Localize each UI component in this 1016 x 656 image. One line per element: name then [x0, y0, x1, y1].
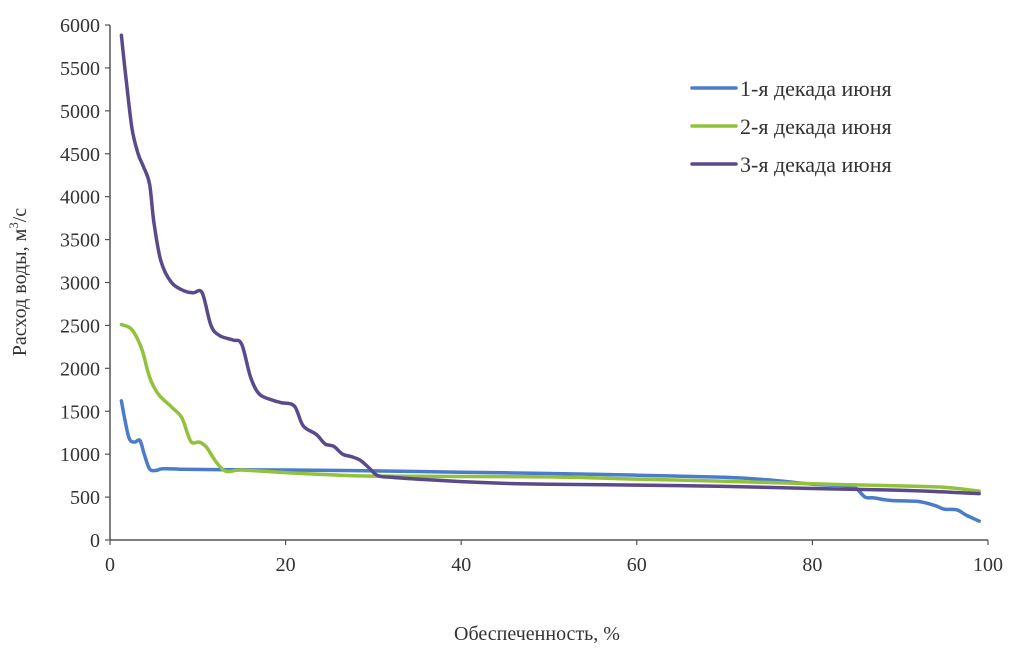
x-tick-label: 40: [451, 554, 471, 576]
x-tick-label: 60: [627, 554, 647, 576]
series-line-3: [119, 33, 981, 496]
y-tick-label: 2000: [60, 358, 100, 380]
y-tick-label: 2500: [60, 315, 100, 337]
y-tick-label: 1500: [60, 401, 100, 423]
y-tick-label: 4500: [60, 144, 100, 166]
y-axis-title-tail: /с: [9, 208, 31, 223]
x-ticks: 0 20 40 60 80 100: [105, 540, 1003, 576]
series-line-2: [119, 322, 981, 493]
legend-label-2: 2-я декада июня: [740, 114, 892, 139]
x-tick-label: 100: [973, 554, 1003, 576]
y-axis-title: Расход воды, м3/с: [6, 208, 31, 357]
x-axis-title: Обеспеченность, %: [454, 623, 620, 645]
y-ticks: 0 500 1000 1500 2000 2500 3000 3500 4000 4500 5000…: [60, 15, 110, 552]
y-tick-label: 4000: [60, 187, 100, 209]
y-tick-label: 0: [90, 530, 100, 552]
y-tick-label: 5500: [60, 58, 100, 80]
series-line-1: [119, 399, 981, 523]
x-tick-label: 80: [802, 554, 822, 576]
y-tick-label: 3000: [60, 273, 100, 295]
legend: 1-я декада июня 2-я декада июня 3-я декада…: [690, 76, 892, 177]
x-tick-label: 0: [105, 554, 115, 576]
series-lines: [119, 33, 981, 523]
y-tick-label: 5000: [60, 101, 100, 123]
y-tick-label: 500: [70, 487, 100, 509]
x-tick-label: 20: [276, 554, 296, 576]
y-axis-title-sup: 3: [6, 222, 21, 229]
legend-label-3: 3-я декада июня: [740, 152, 892, 177]
y-tick-label: 1000: [60, 444, 100, 466]
y-tick-label: 6000: [60, 15, 100, 37]
y-axis-title-main: Расход воды, м: [9, 228, 31, 356]
legend-label-1: 1-я декада июня: [740, 76, 892, 101]
y-tick-label: 3500: [60, 230, 100, 252]
axes: [109, 25, 988, 541]
